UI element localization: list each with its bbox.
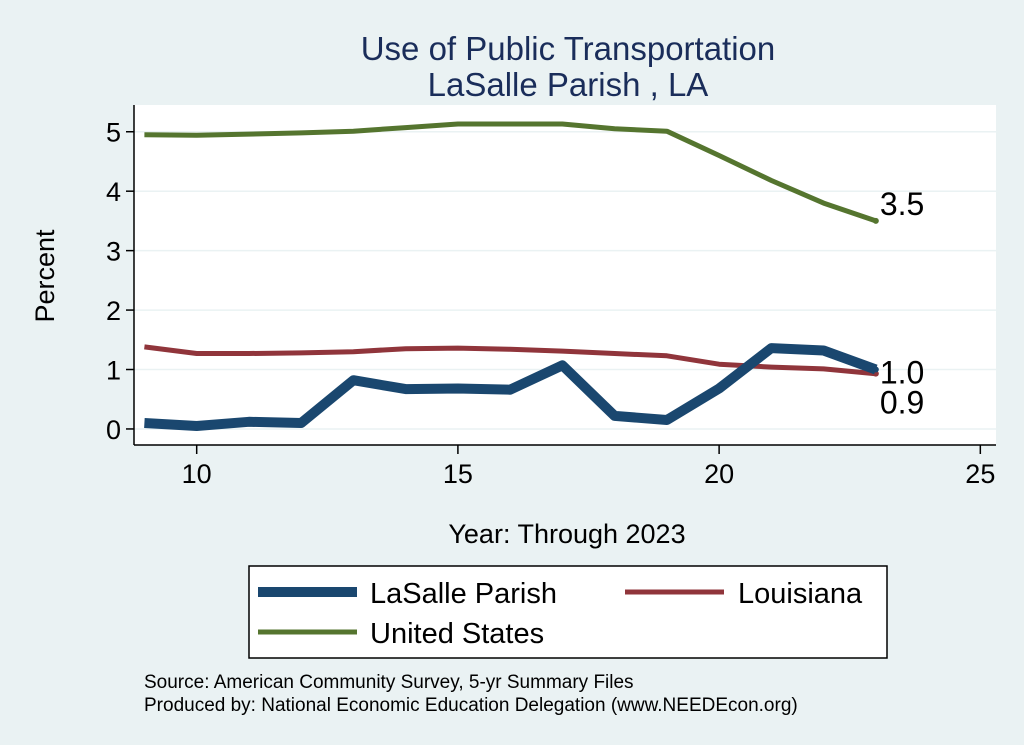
x-tick-label-25: 25	[965, 459, 995, 489]
y-tick-label-1: 1	[106, 356, 121, 386]
plot-area	[134, 105, 996, 445]
legend: LaSalle Parish Louisiana United States	[248, 565, 888, 659]
series-group: 1.00.9 3.5	[144, 121, 924, 431]
y-tick-label-3: 3	[106, 237, 121, 267]
axes: 0 1 2 3 4 5 10 15 20 25	[106, 105, 996, 489]
series-endpoint-united-states	[872, 217, 879, 224]
end-label-lasalle-parish: 1.0	[880, 355, 924, 391]
x-tick-label-20: 20	[704, 459, 734, 489]
y-tick-label-2: 2	[106, 296, 121, 326]
y-tick-label-4: 4	[106, 177, 121, 207]
series-line-lasalle-parish	[144, 343, 878, 431]
series-endpoint-lasalle-parish	[872, 366, 879, 373]
source-note: Source: American Community Survey, 5-yr …	[144, 672, 634, 693]
legend-label-louisiana: Louisiana	[738, 578, 863, 610]
legend-box	[248, 565, 888, 659]
end-label-united-states: 3.5	[880, 186, 924, 222]
legend-label-united-states: United States	[370, 618, 544, 650]
y-axis-label: Percent	[30, 229, 60, 323]
y-tick-label-5: 5	[106, 118, 121, 148]
chart-title-line-2: LaSalle Parish , LA	[428, 66, 709, 103]
series-line-united-states	[144, 121, 877, 224]
legend-label-lasalle: LaSalle Parish	[370, 578, 557, 610]
end-label-louisiana: 0.9	[880, 385, 924, 421]
y-tick-label-0: 0	[106, 415, 121, 445]
chart-title-line-1: Use of Public Transportation	[361, 30, 776, 67]
x-axis-label: Year: Through 2023	[448, 519, 685, 549]
x-tick-label-10: 10	[182, 459, 212, 489]
x-tick-label-15: 15	[443, 459, 473, 489]
produced-note: Produced by: National Economic Education…	[144, 695, 798, 716]
